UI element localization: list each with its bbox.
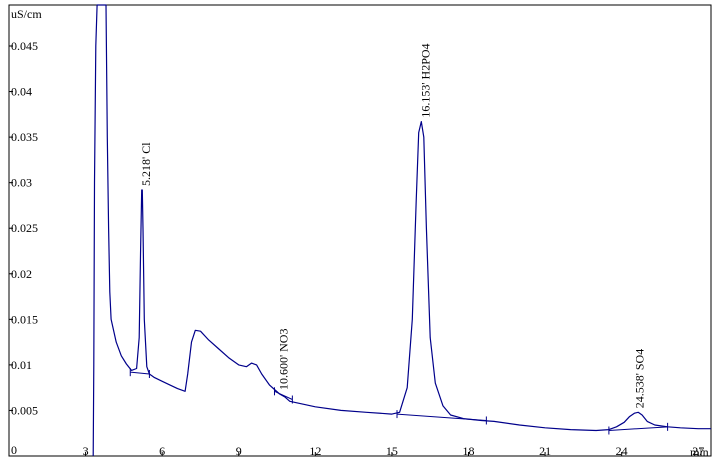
y-tick-label: 0.02: [11, 267, 32, 281]
x-tick-label: 15: [386, 444, 398, 458]
x-tick-label: 9: [236, 444, 242, 458]
y-tick-label: 0.005: [11, 403, 38, 417]
peak-label: 5.218' Cl: [139, 142, 153, 186]
y-tick-label: 0.01: [11, 358, 32, 372]
x-tick-label: 12: [309, 444, 321, 458]
y-tick-label: 0: [11, 443, 17, 457]
x-tick-label: 27: [692, 444, 704, 458]
baseline-segment: [608, 426, 668, 431]
x-tick-label: 18: [462, 444, 474, 458]
x-tick-label: 24: [616, 444, 628, 458]
baseline-segment: [130, 371, 150, 375]
y-tick-label: 0.03: [11, 176, 32, 190]
y-tick-label: 0.04: [11, 85, 32, 99]
y-tick-label: 0.045: [11, 39, 38, 53]
y-tick-label: 0.015: [11, 312, 38, 326]
y-tick-label: 0.025: [11, 221, 38, 235]
peak-label: 10.600' NO3: [277, 329, 291, 391]
peak-label: 24.538' SO4: [632, 349, 646, 409]
y-tick-label: 0.035: [11, 130, 38, 144]
x-axis-unit-label: min: [690, 445, 709, 459]
peak-label: 16.153' H2PO4: [418, 43, 432, 117]
plot-frame: [8, 4, 712, 457]
y-axis-unit-label: uS/cm: [11, 7, 42, 21]
x-tick-label: 3: [83, 444, 89, 458]
x-tick-label: 21: [539, 444, 551, 458]
signal-trace: [92, 4, 711, 457]
x-tick-label: 6: [159, 444, 165, 458]
